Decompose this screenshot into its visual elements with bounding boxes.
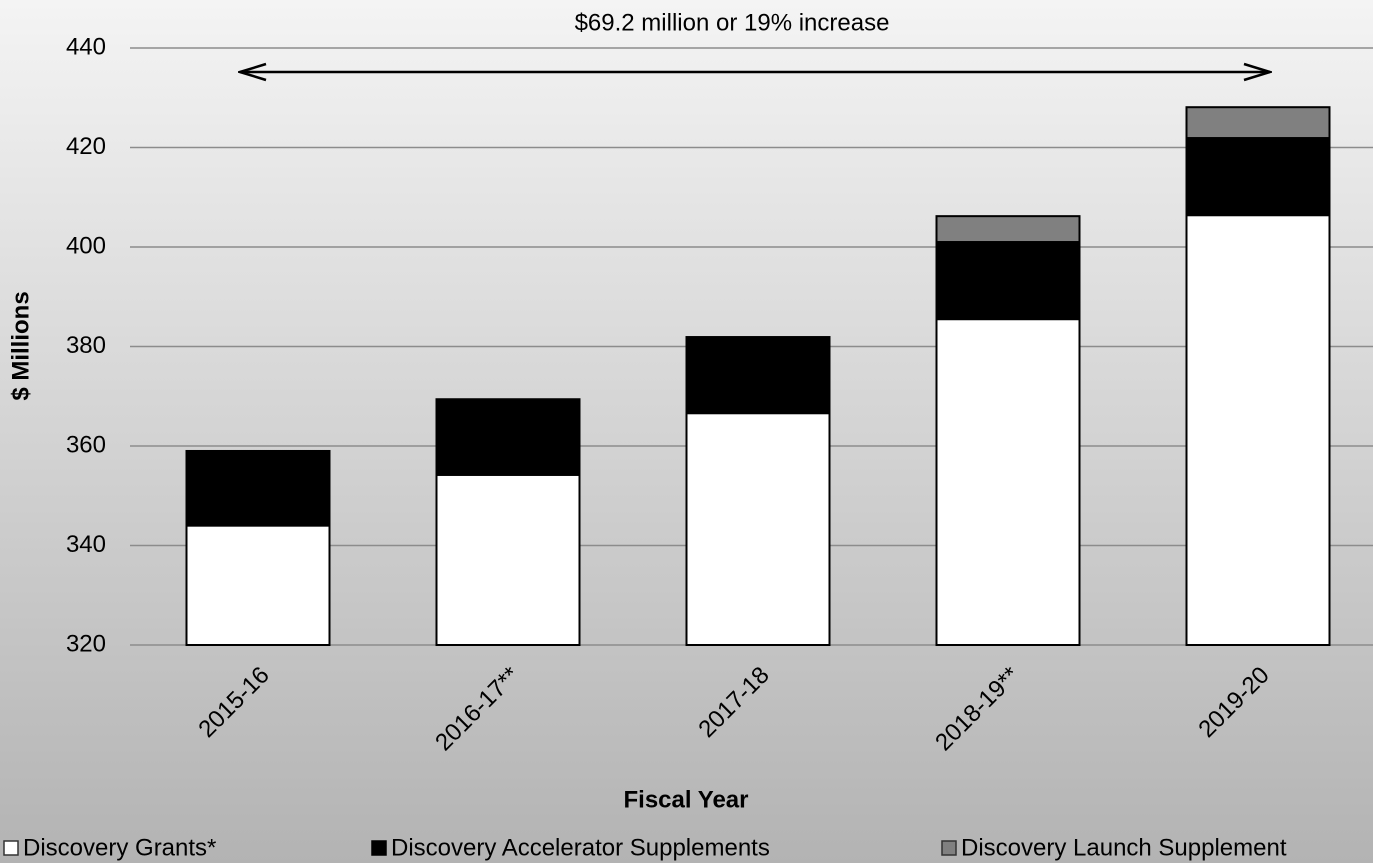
bar-segment [435, 398, 581, 476]
bar-segment [435, 473, 581, 647]
legend-swatch [371, 840, 387, 856]
x-axis-title: Fiscal Year [624, 786, 749, 813]
bar-segment [685, 412, 831, 647]
y-tick-label: 400 [66, 232, 106, 259]
bar-segment [935, 215, 1081, 244]
bar-segment [935, 318, 1081, 646]
legend-swatch [3, 840, 19, 856]
legend-label: Discovery Grants* [23, 834, 216, 861]
legend-label: Discovery Launch Supplement [961, 834, 1287, 861]
bar-segment [935, 241, 1081, 321]
bar-segment [185, 449, 331, 527]
bar-segment [185, 524, 331, 646]
y-tick-label: 320 [66, 630, 106, 657]
y-tick-label: 380 [66, 332, 106, 359]
y-tick-label: 440 [66, 33, 106, 60]
y-axis-title: $ Millions [7, 291, 34, 400]
bar-segment [1185, 106, 1331, 140]
bar-segment [685, 336, 831, 415]
annotation: $69.2 million or 19% increase [575, 9, 890, 36]
legend-swatch [941, 840, 957, 856]
y-tick-label: 420 [66, 133, 106, 160]
legend-label: Discovery Accelerator Supplements [391, 834, 770, 861]
bar-segment [1185, 214, 1331, 646]
y-tick-label: 360 [66, 431, 106, 458]
bar-segment [1185, 137, 1331, 217]
y-tick-label: 340 [66, 531, 106, 558]
